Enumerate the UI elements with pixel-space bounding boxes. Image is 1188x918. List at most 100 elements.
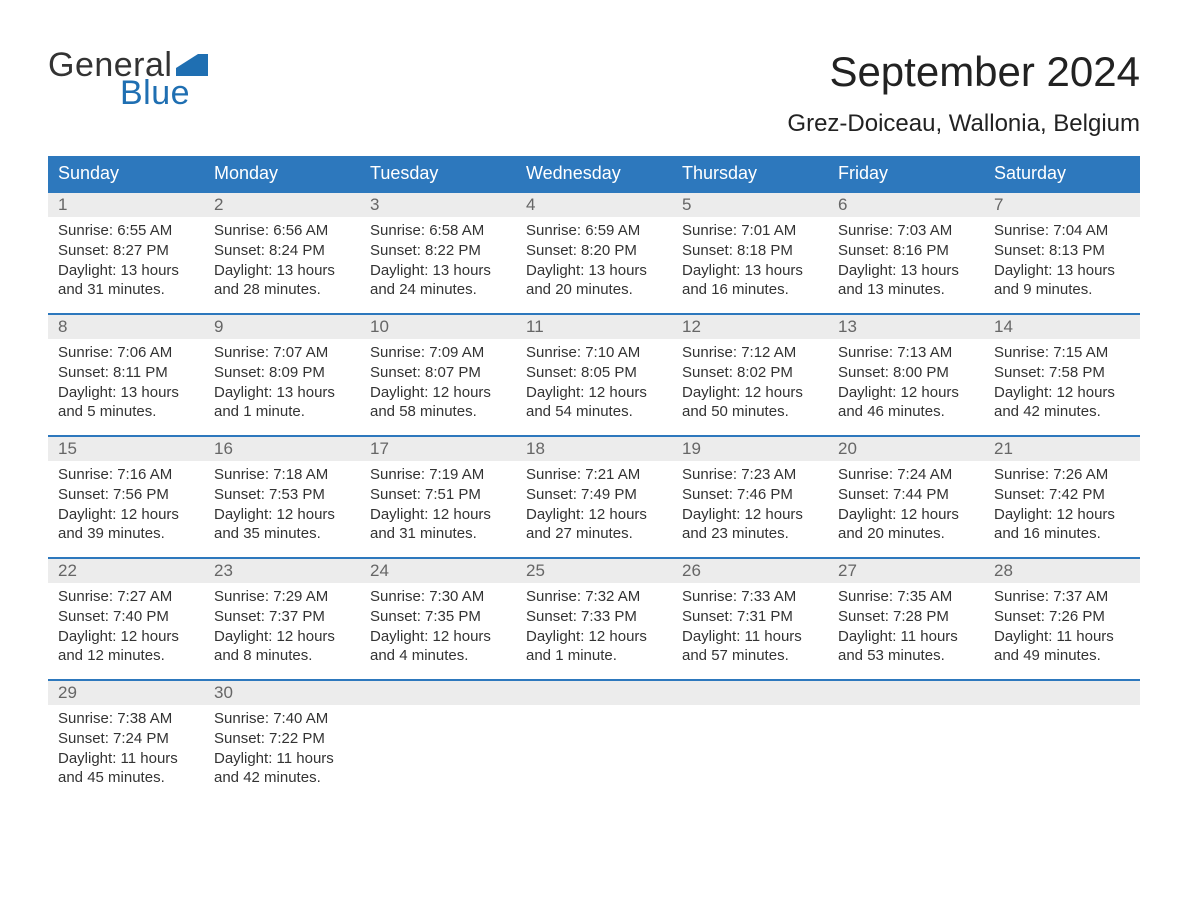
sunrise-text: Sunrise: 7:33 AM bbox=[682, 587, 818, 607]
sunrise-text: Sunrise: 6:56 AM bbox=[214, 221, 350, 241]
sunrise-text: Sunrise: 7:09 AM bbox=[370, 343, 506, 363]
day-number: 4 bbox=[516, 193, 672, 217]
sunrise-text: Sunrise: 7:03 AM bbox=[838, 221, 974, 241]
day-content: Sunrise: 6:55 AMSunset: 8:27 PMDaylight:… bbox=[48, 217, 204, 300]
weekday-header-cell: Thursday bbox=[672, 156, 828, 191]
daylight-line2: and 35 minutes. bbox=[214, 524, 350, 544]
daylight-line2: and 42 minutes. bbox=[214, 768, 350, 788]
sunrise-text: Sunrise: 7:16 AM bbox=[58, 465, 194, 485]
calendar-day-cell: 24Sunrise: 7:30 AMSunset: 7:35 PMDayligh… bbox=[360, 559, 516, 679]
day-content: Sunrise: 7:04 AMSunset: 8:13 PMDaylight:… bbox=[984, 217, 1140, 300]
sunset-text: Sunset: 7:31 PM bbox=[682, 607, 818, 627]
calendar-day-cell: 1Sunrise: 6:55 AMSunset: 8:27 PMDaylight… bbox=[48, 193, 204, 313]
calendar-day-cell: 14Sunrise: 7:15 AMSunset: 7:58 PMDayligh… bbox=[984, 315, 1140, 435]
calendar-day-cell: 5Sunrise: 7:01 AMSunset: 8:18 PMDaylight… bbox=[672, 193, 828, 313]
calendar-week-row: 1Sunrise: 6:55 AMSunset: 8:27 PMDaylight… bbox=[48, 191, 1140, 313]
sunrise-text: Sunrise: 7:37 AM bbox=[994, 587, 1130, 607]
calendar-day-cell bbox=[516, 681, 672, 801]
sunset-text: Sunset: 7:24 PM bbox=[58, 729, 194, 749]
sunset-text: Sunset: 8:05 PM bbox=[526, 363, 662, 383]
calendar-day-cell: 3Sunrise: 6:58 AMSunset: 8:22 PMDaylight… bbox=[360, 193, 516, 313]
daylight-line2: and 13 minutes. bbox=[838, 280, 974, 300]
sunset-text: Sunset: 7:56 PM bbox=[58, 485, 194, 505]
day-number: 10 bbox=[360, 315, 516, 339]
day-number: 30 bbox=[204, 681, 360, 705]
daylight-line2: and 20 minutes. bbox=[526, 280, 662, 300]
day-number: 24 bbox=[360, 559, 516, 583]
day-number: 28 bbox=[984, 559, 1140, 583]
calendar-day-cell: 18Sunrise: 7:21 AMSunset: 7:49 PMDayligh… bbox=[516, 437, 672, 557]
daylight-line2: and 16 minutes. bbox=[994, 524, 1130, 544]
sunset-text: Sunset: 7:46 PM bbox=[682, 485, 818, 505]
daylight-line1: Daylight: 12 hours bbox=[838, 505, 974, 525]
day-number: 29 bbox=[48, 681, 204, 705]
day-content: Sunrise: 7:01 AMSunset: 8:18 PMDaylight:… bbox=[672, 217, 828, 300]
calendar-day-cell: 6Sunrise: 7:03 AMSunset: 8:16 PMDaylight… bbox=[828, 193, 984, 313]
day-number bbox=[984, 681, 1140, 705]
daylight-line1: Daylight: 13 hours bbox=[58, 383, 194, 403]
day-number: 12 bbox=[672, 315, 828, 339]
calendar-day-cell: 20Sunrise: 7:24 AMSunset: 7:44 PMDayligh… bbox=[828, 437, 984, 557]
sunset-text: Sunset: 8:18 PM bbox=[682, 241, 818, 261]
title-block: September 2024 Grez-Doiceau, Wallonia, B… bbox=[787, 48, 1140, 138]
logo: General Blue bbox=[48, 48, 208, 110]
daylight-line2: and 8 minutes. bbox=[214, 646, 350, 666]
location-subtitle: Grez-Doiceau, Wallonia, Belgium bbox=[787, 110, 1140, 138]
day-content: Sunrise: 7:03 AMSunset: 8:16 PMDaylight:… bbox=[828, 217, 984, 300]
weekday-header-cell: Wednesday bbox=[516, 156, 672, 191]
sunrise-text: Sunrise: 7:18 AM bbox=[214, 465, 350, 485]
day-number: 16 bbox=[204, 437, 360, 461]
day-number: 27 bbox=[828, 559, 984, 583]
daylight-line1: Daylight: 13 hours bbox=[214, 383, 350, 403]
sunrise-text: Sunrise: 7:15 AM bbox=[994, 343, 1130, 363]
logo-text-blue: Blue bbox=[120, 76, 208, 110]
sunrise-text: Sunrise: 7:23 AM bbox=[682, 465, 818, 485]
day-content: Sunrise: 7:40 AMSunset: 7:22 PMDaylight:… bbox=[204, 705, 360, 788]
calendar-day-cell: 13Sunrise: 7:13 AMSunset: 8:00 PMDayligh… bbox=[828, 315, 984, 435]
sunset-text: Sunset: 7:42 PM bbox=[994, 485, 1130, 505]
sunrise-text: Sunrise: 7:04 AM bbox=[994, 221, 1130, 241]
calendar-day-cell: 30Sunrise: 7:40 AMSunset: 7:22 PMDayligh… bbox=[204, 681, 360, 801]
daylight-line2: and 9 minutes. bbox=[994, 280, 1130, 300]
daylight-line1: Daylight: 11 hours bbox=[838, 627, 974, 647]
sunrise-text: Sunrise: 7:27 AM bbox=[58, 587, 194, 607]
daylight-line1: Daylight: 12 hours bbox=[370, 627, 506, 647]
day-number: 2 bbox=[204, 193, 360, 217]
day-content: Sunrise: 7:32 AMSunset: 7:33 PMDaylight:… bbox=[516, 583, 672, 666]
sunrise-text: Sunrise: 7:10 AM bbox=[526, 343, 662, 363]
day-content: Sunrise: 7:16 AMSunset: 7:56 PMDaylight:… bbox=[48, 461, 204, 544]
sunrise-text: Sunrise: 7:35 AM bbox=[838, 587, 974, 607]
calendar-day-cell: 8Sunrise: 7:06 AMSunset: 8:11 PMDaylight… bbox=[48, 315, 204, 435]
sunset-text: Sunset: 8:02 PM bbox=[682, 363, 818, 383]
calendar-day-cell: 16Sunrise: 7:18 AMSunset: 7:53 PMDayligh… bbox=[204, 437, 360, 557]
day-number: 8 bbox=[48, 315, 204, 339]
calendar-day-cell: 23Sunrise: 7:29 AMSunset: 7:37 PMDayligh… bbox=[204, 559, 360, 679]
sunset-text: Sunset: 8:24 PM bbox=[214, 241, 350, 261]
logo-flag-icon bbox=[176, 54, 208, 76]
calendar-day-cell: 10Sunrise: 7:09 AMSunset: 8:07 PMDayligh… bbox=[360, 315, 516, 435]
calendar-day-cell: 11Sunrise: 7:10 AMSunset: 8:05 PMDayligh… bbox=[516, 315, 672, 435]
sunset-text: Sunset: 8:11 PM bbox=[58, 363, 194, 383]
daylight-line2: and 27 minutes. bbox=[526, 524, 662, 544]
sunset-text: Sunset: 7:44 PM bbox=[838, 485, 974, 505]
daylight-line1: Daylight: 13 hours bbox=[682, 261, 818, 281]
daylight-line2: and 54 minutes. bbox=[526, 402, 662, 422]
daylight-line1: Daylight: 11 hours bbox=[214, 749, 350, 769]
sunset-text: Sunset: 7:33 PM bbox=[526, 607, 662, 627]
day-content: Sunrise: 7:38 AMSunset: 7:24 PMDaylight:… bbox=[48, 705, 204, 788]
sunrise-text: Sunrise: 7:12 AM bbox=[682, 343, 818, 363]
sunset-text: Sunset: 8:13 PM bbox=[994, 241, 1130, 261]
daylight-line2: and 1 minute. bbox=[214, 402, 350, 422]
daylight-line1: Daylight: 13 hours bbox=[58, 261, 194, 281]
page-header: General Blue September 2024 Grez-Doiceau… bbox=[48, 48, 1140, 138]
sunrise-text: Sunrise: 7:21 AM bbox=[526, 465, 662, 485]
sunrise-text: Sunrise: 7:13 AM bbox=[838, 343, 974, 363]
day-number: 7 bbox=[984, 193, 1140, 217]
sunrise-text: Sunrise: 7:07 AM bbox=[214, 343, 350, 363]
day-number: 9 bbox=[204, 315, 360, 339]
weekday-header-cell: Friday bbox=[828, 156, 984, 191]
day-content: Sunrise: 7:30 AMSunset: 7:35 PMDaylight:… bbox=[360, 583, 516, 666]
day-content: Sunrise: 7:15 AMSunset: 7:58 PMDaylight:… bbox=[984, 339, 1140, 422]
calendar-day-cell: 17Sunrise: 7:19 AMSunset: 7:51 PMDayligh… bbox=[360, 437, 516, 557]
daylight-line2: and 5 minutes. bbox=[58, 402, 194, 422]
